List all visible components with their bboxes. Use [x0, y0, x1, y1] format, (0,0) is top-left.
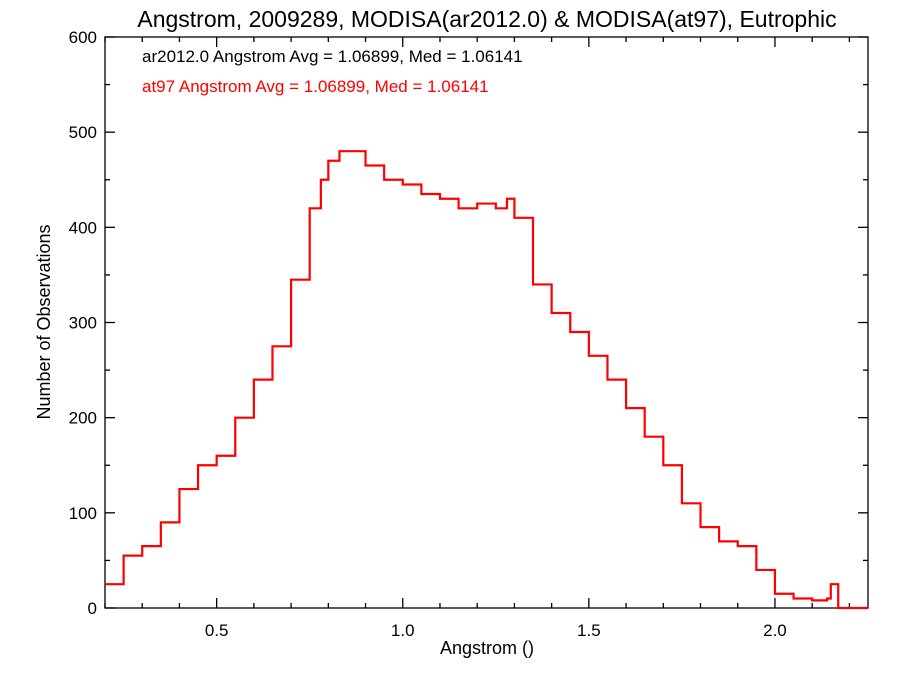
x-tick-label: 1.5 [577, 621, 601, 640]
x-axis-label: Angstrom () [440, 638, 534, 658]
y-tick-label: 300 [69, 314, 97, 333]
y-tick-label: 400 [69, 218, 97, 237]
y-tick-label: 100 [69, 504, 97, 523]
axis-tick-labels: 0.5 1.0 1.5 2.0 0 100 200 300 400 500 600 [69, 28, 787, 640]
x-tick-label: 1.0 [391, 621, 415, 640]
series-at97-line [105, 150, 868, 610]
x-tick-label: 0.5 [205, 621, 229, 640]
plot-frame [104, 36, 869, 609]
y-tick-label: 200 [69, 409, 97, 428]
y-tick-label: 500 [69, 123, 97, 142]
series-ar2012-line [105, 150, 868, 609]
annotation-at97: at97 Angstrom Avg = 1.06899, Med = 1.061… [142, 77, 489, 96]
chart-title: Angstrom, 2009289, MODISA(ar2012.0) & MO… [137, 6, 836, 32]
y-axis-label: Number of Observations [34, 224, 54, 419]
x-tick-label: 2.0 [763, 621, 787, 640]
series-layer [105, 150, 868, 610]
y-tick-label: 0 [88, 599, 97, 618]
axis-ticks [104, 36, 868, 609]
annotation-ar2012: ar2012.0 Angstrom Avg = 1.06899, Med = 1… [142, 47, 523, 66]
y-tick-label: 600 [69, 28, 97, 47]
